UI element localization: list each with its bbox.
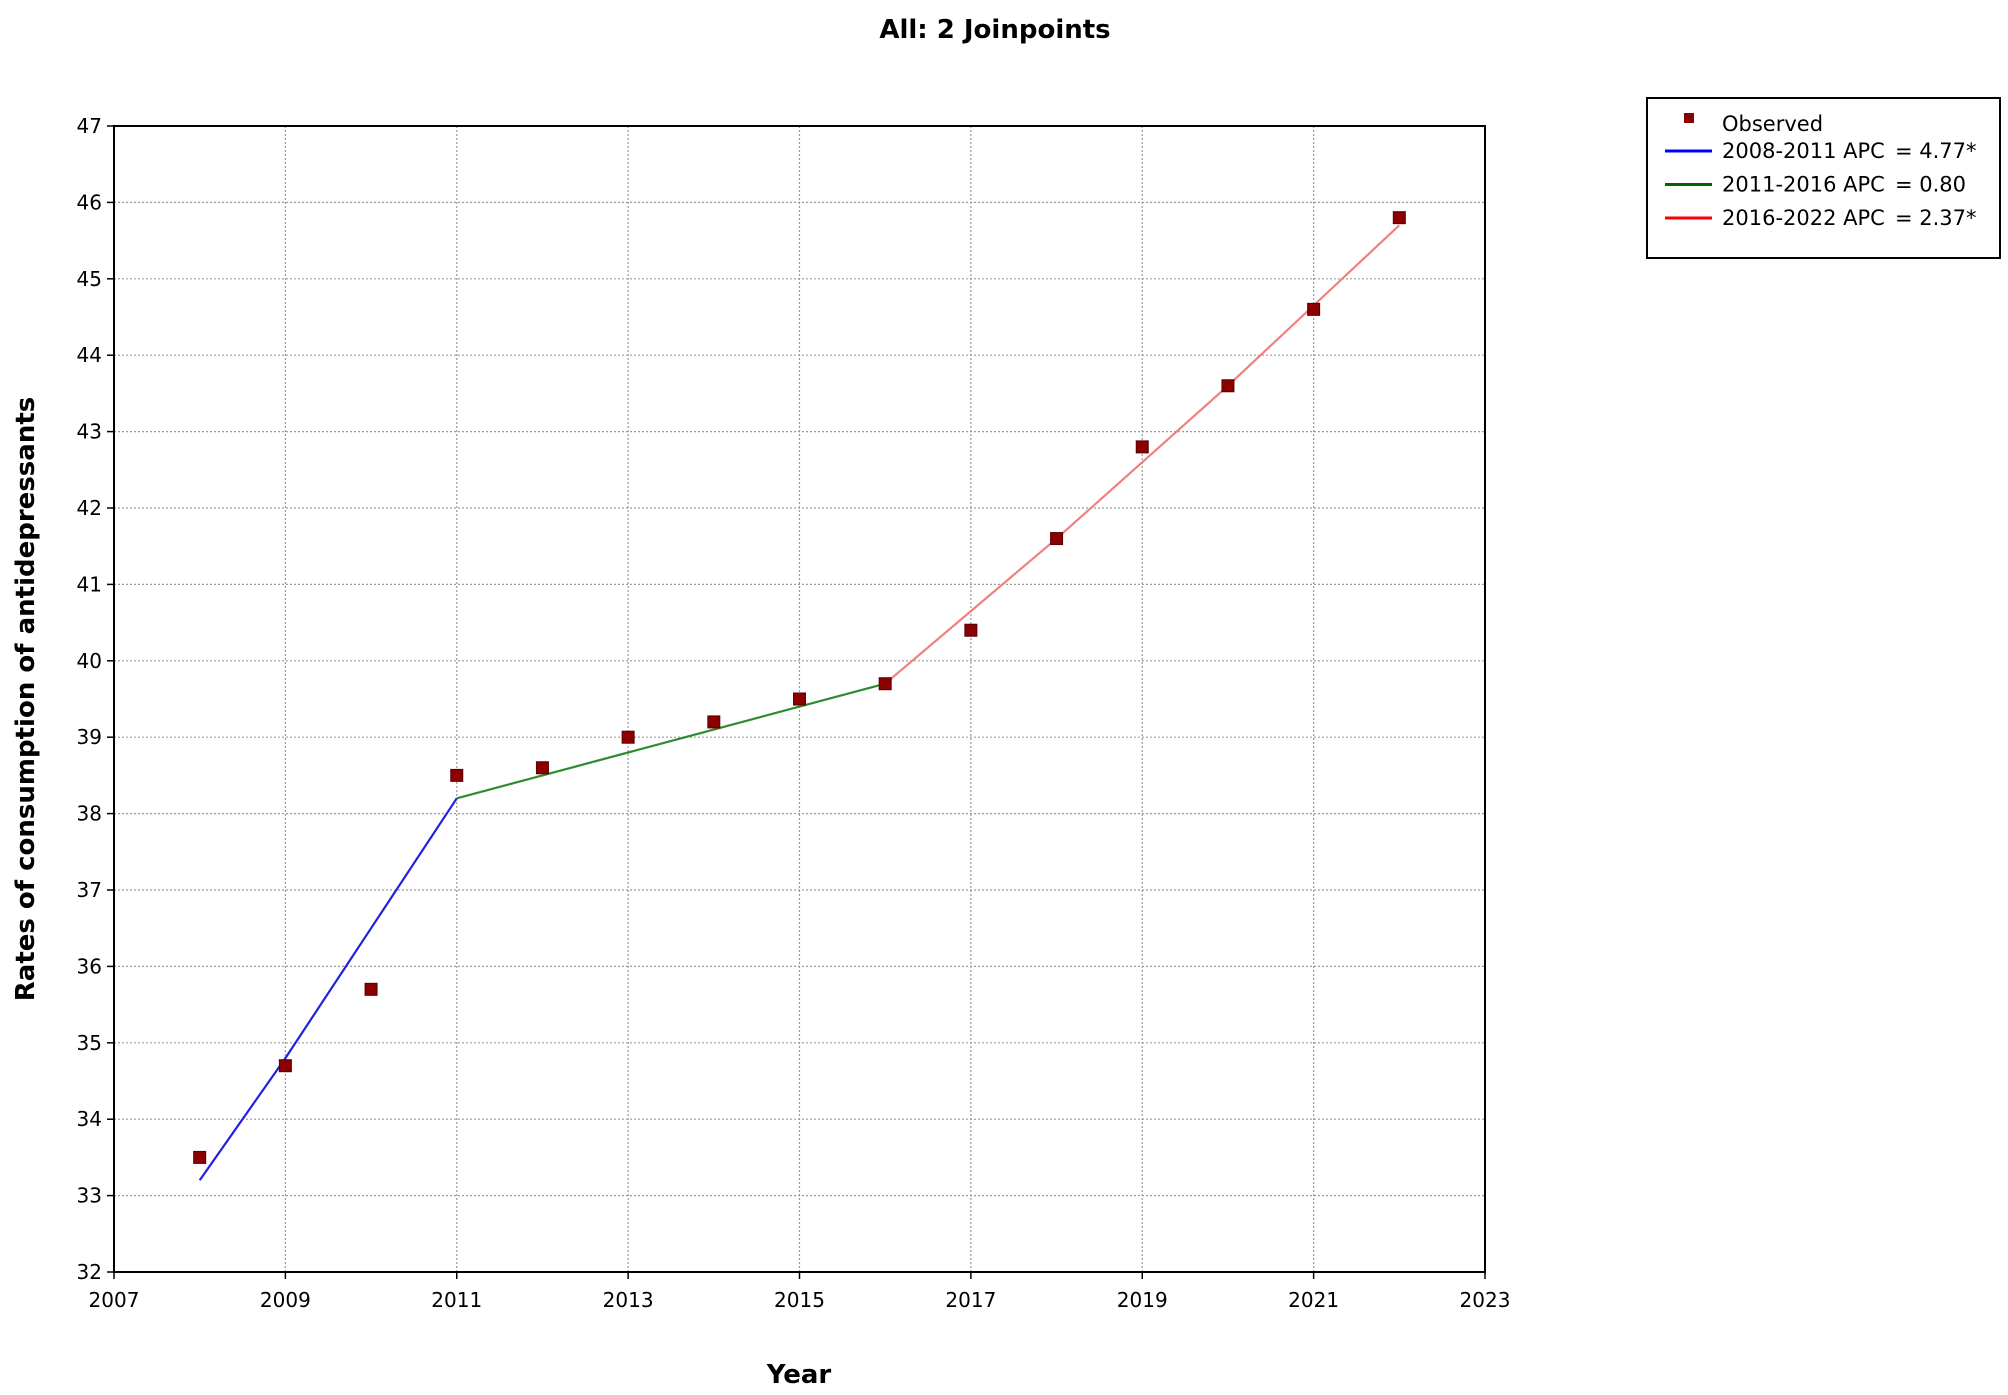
observed-point xyxy=(1050,532,1064,546)
observed-point xyxy=(1221,379,1235,393)
y-tick-label: 32 xyxy=(77,1260,102,1284)
y-tick-label: 39 xyxy=(77,725,102,749)
y-axis-title: Rates of consumption of antidepressants xyxy=(11,397,41,1001)
y-tick-label: 41 xyxy=(77,572,102,596)
legend-label-2: 2011-2016 APC xyxy=(1722,173,1885,197)
observed-point xyxy=(364,982,378,996)
x-tick-label: 2009 xyxy=(260,1288,311,1312)
y-tick-label: 40 xyxy=(77,649,102,673)
x-tick-label: 2019 xyxy=(1117,1288,1168,1312)
x-tick-label: 2007 xyxy=(89,1288,140,1312)
legend-apc-2: = 0.80 xyxy=(1895,173,1966,197)
observed-point xyxy=(450,768,464,782)
y-tick-label: 35 xyxy=(77,1031,102,1055)
observed-point xyxy=(964,623,978,637)
observed-point xyxy=(621,730,635,744)
observed-point xyxy=(1307,302,1321,316)
y-tick-label: 43 xyxy=(77,420,102,444)
legend-label-1: 2008-2011 APC xyxy=(1722,139,1885,163)
y-tick-label: 46 xyxy=(77,190,102,214)
x-tick-label: 2017 xyxy=(945,1288,996,1312)
axis-ticks: 32 33 34 35 36 37 38 39 40 41 42 43 44 45 46 47 2007 2009… xyxy=(77,114,1511,1312)
x-tick-label: 2015 xyxy=(774,1288,825,1312)
segment-line-2 xyxy=(456,682,886,800)
chart-title: All: 2 Joinpoints xyxy=(879,15,1110,45)
y-tick-label: 45 xyxy=(77,267,102,291)
y-tick-label: 34 xyxy=(77,1107,102,1131)
observed-point xyxy=(535,761,549,775)
x-tick-label: 2011 xyxy=(431,1288,482,1312)
x-tick-label: 2023 xyxy=(1460,1288,1511,1312)
grid xyxy=(114,126,1485,1272)
y-tick-label: 36 xyxy=(77,954,102,978)
legend-box xyxy=(1646,97,2001,259)
legend-apc-1: = 4.77* xyxy=(1895,139,1977,163)
y-tick-label: 47 xyxy=(77,114,102,138)
y-tick-label: 42 xyxy=(77,496,102,520)
x-tick-label: 2021 xyxy=(1288,1288,1339,1312)
observed-points xyxy=(193,211,1406,1164)
y-tick-label: 37 xyxy=(77,878,102,902)
y-tick-label: 33 xyxy=(77,1184,102,1208)
observed-point xyxy=(707,715,721,729)
observed-point xyxy=(278,1059,292,1073)
x-axis-title: Year xyxy=(766,1360,832,1390)
legend-label-observed: Observed xyxy=(1722,112,1823,136)
x-tick-label: 2013 xyxy=(603,1288,654,1312)
observed-point xyxy=(793,692,806,706)
legend-marker-observed xyxy=(1684,113,1694,123)
observed-point xyxy=(193,1150,207,1164)
segment-line-1 xyxy=(198,797,458,1181)
observed-point xyxy=(878,677,892,691)
legend: Observed 2008-2011 APC = 4.77* 2011-2016 AP… xyxy=(1646,97,2001,259)
observed-point xyxy=(1135,440,1149,454)
y-tick-label: 44 xyxy=(77,343,102,367)
observed-point xyxy=(1392,211,1406,225)
legend-label-3: 2016-2022 APC xyxy=(1722,206,1885,230)
y-tick-label: 38 xyxy=(77,802,102,826)
legend-apc-3: = 2.37* xyxy=(1895,206,1977,230)
